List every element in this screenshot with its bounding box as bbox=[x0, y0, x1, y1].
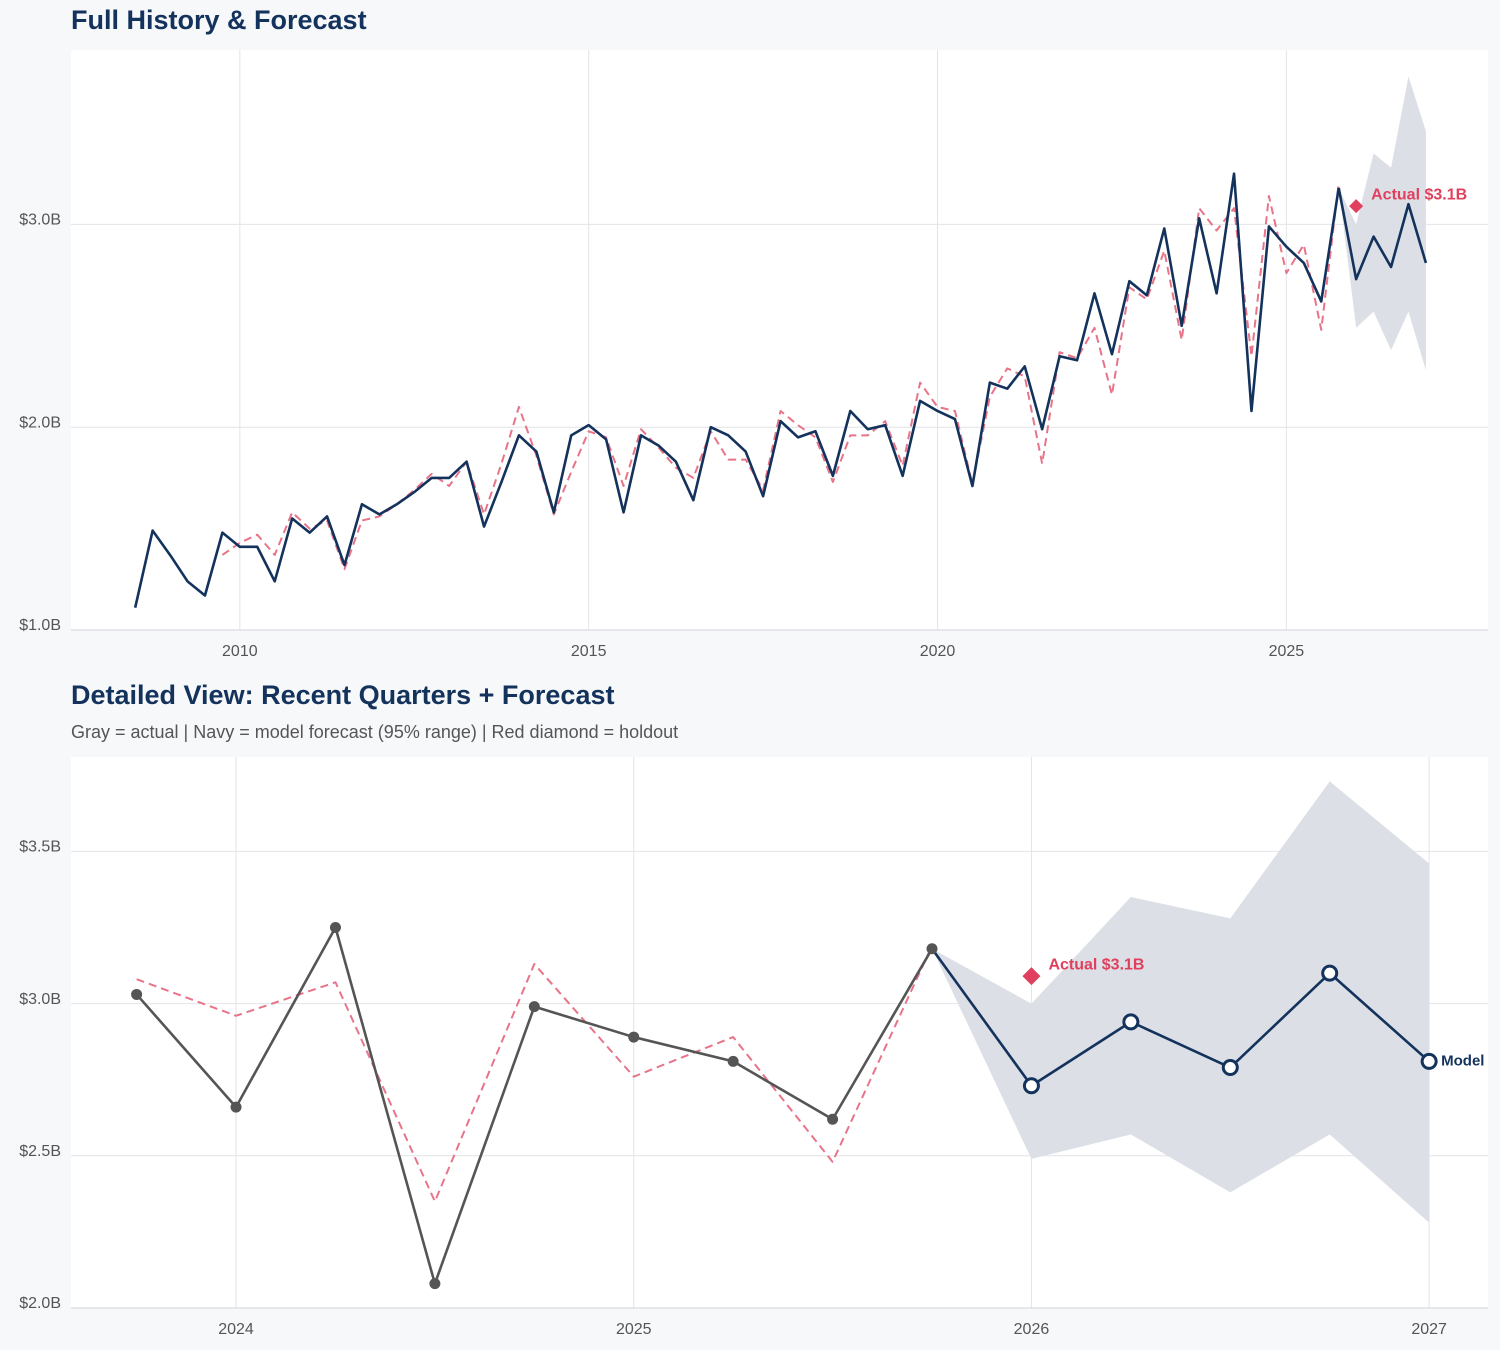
y-tick-label: $1.0B bbox=[19, 617, 61, 634]
chart: Full History & Forecast $1.0B $2.0B $3.0B 20… bbox=[19, 5, 1488, 660]
holdout-label: Actual $3.1B bbox=[1048, 956, 1144, 973]
actual-point bbox=[727, 1055, 739, 1067]
x-tick-label: 2026 bbox=[1014, 1321, 1050, 1338]
actual-point bbox=[926, 943, 938, 955]
holdout-label: Actual $3.1B bbox=[1371, 186, 1467, 203]
y-tick-label: $2.5B bbox=[19, 1143, 61, 1160]
actual-line bbox=[133, 172, 1340, 608]
y-tick-label: $3.5B bbox=[19, 839, 61, 856]
forecast-line bbox=[1337, 187, 1428, 281]
actual-point bbox=[429, 1278, 441, 1290]
end-label: Model bbox=[1441, 1052, 1484, 1069]
y-tick-label: $2.0B bbox=[19, 414, 61, 431]
actual-point bbox=[628, 1031, 640, 1043]
x-tick-label: 2010 bbox=[222, 643, 258, 660]
y-tick-label: $3.0B bbox=[19, 212, 61, 229]
plot-area bbox=[71, 50, 1488, 630]
actual-point bbox=[528, 1001, 540, 1013]
chart-title: Detailed View: Recent Quarters + Forecas… bbox=[71, 680, 614, 710]
chart: Detailed View: Recent Quarters + Forecas… bbox=[19, 680, 1488, 1338]
forecast-line bbox=[930, 948, 1431, 1088]
y-tick-label: $2.0B bbox=[19, 1295, 61, 1312]
actual-point bbox=[131, 988, 143, 1000]
x-tick-label: 2015 bbox=[571, 643, 607, 660]
forecast-band bbox=[932, 781, 1430, 1223]
y-tick-label: $3.0B bbox=[19, 991, 61, 1008]
forecast-point bbox=[1022, 1077, 1040, 1095]
forecast-point bbox=[1122, 1013, 1140, 1031]
chart-title: Full History & Forecast bbox=[71, 5, 367, 35]
forecast-point bbox=[1221, 1059, 1239, 1077]
actual-point bbox=[329, 921, 341, 933]
x-tick-label: 2025 bbox=[616, 1321, 652, 1338]
chart-subtitle: Gray = actual | Navy = model forecast (9… bbox=[71, 722, 678, 742]
actual-point bbox=[230, 1101, 242, 1113]
forecast-point bbox=[1321, 964, 1339, 982]
holdout-marker bbox=[1349, 199, 1364, 214]
x-tick-label: 2025 bbox=[1269, 643, 1305, 660]
x-tick-label: 2024 bbox=[218, 1321, 254, 1338]
forecast-band bbox=[1338, 76, 1426, 371]
x-tick-label: 2027 bbox=[1411, 1321, 1447, 1338]
holdout-marker bbox=[1022, 967, 1041, 986]
actual-point bbox=[827, 1113, 839, 1125]
forecast-point bbox=[1420, 1052, 1438, 1070]
fitted-line bbox=[136, 945, 933, 1203]
x-tick-label: 2020 bbox=[920, 643, 956, 660]
